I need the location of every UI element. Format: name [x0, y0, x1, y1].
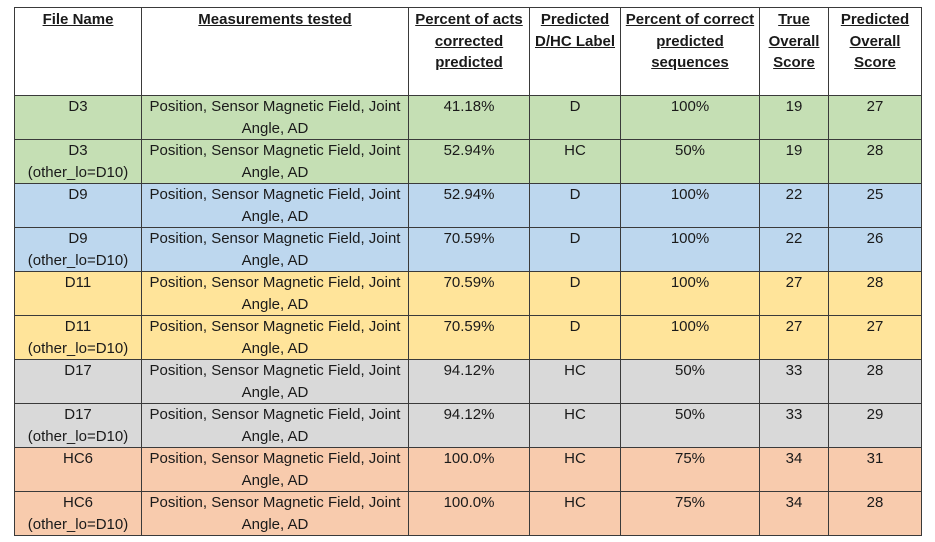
- cell-true-score: 22: [759, 183, 829, 228]
- cell-true-score: 27: [759, 271, 829, 316]
- cell-measurements: Position, Sensor Magnetic Field, Joint A…: [141, 447, 409, 492]
- cell-predicted-label: HC: [529, 403, 621, 448]
- table-row: D3 (other_lo=D10) Position, Sensor Magne…: [14, 139, 922, 184]
- cell-file-name: D17 (other_lo=D10): [14, 403, 142, 448]
- cell-predicted-label: D: [529, 183, 621, 228]
- cell-true-score: 33: [759, 359, 829, 404]
- cell-percent-acts: 70.59%: [408, 315, 530, 360]
- cell-percent-sequences: 75%: [620, 447, 760, 492]
- table-row: D17 (other_lo=D10) Position, Sensor Magn…: [14, 403, 922, 448]
- cell-percent-sequences: 50%: [620, 139, 760, 184]
- table-row: HC6 Position, Sensor Magnetic Field, Joi…: [14, 447, 922, 492]
- cell-measurements: Position, Sensor Magnetic Field, Joint A…: [141, 491, 409, 536]
- cell-predicted-score: 29: [828, 403, 922, 448]
- header-true-score: True Overall Score: [759, 7, 829, 96]
- table-row: D17 Position, Sensor Magnetic Field, Joi…: [14, 359, 922, 404]
- cell-predicted-label: D: [529, 315, 621, 360]
- table-row: D11 (other_lo=D10) Position, Sensor Magn…: [14, 315, 922, 360]
- cell-predicted-score: 28: [828, 359, 922, 404]
- table-row: D9 Position, Sensor Magnetic Field, Join…: [14, 183, 922, 228]
- cell-measurements: Position, Sensor Magnetic Field, Joint A…: [141, 359, 409, 404]
- cell-percent-sequences: 50%: [620, 359, 760, 404]
- cell-predicted-score: 27: [828, 315, 922, 360]
- cell-true-score: 34: [759, 491, 829, 536]
- cell-measurements: Position, Sensor Magnetic Field, Joint A…: [141, 315, 409, 360]
- table-row: HC6 (other_lo=D10) Position, Sensor Magn…: [14, 491, 922, 536]
- cell-predicted-score: 28: [828, 271, 922, 316]
- cell-predicted-label: HC: [529, 491, 621, 536]
- cell-predicted-label: D: [529, 271, 621, 316]
- cell-percent-sequences: 100%: [620, 271, 760, 316]
- header-row: File Name Measurements tested Percent of…: [14, 7, 922, 96]
- cell-percent-sequences: 50%: [620, 403, 760, 448]
- cell-percent-acts: 100.0%: [408, 447, 530, 492]
- cell-predicted-score: 28: [828, 139, 922, 184]
- cell-measurements: Position, Sensor Magnetic Field, Joint A…: [141, 271, 409, 316]
- results-table: File Name Measurements tested Percent of…: [14, 7, 922, 536]
- cell-percent-acts: 100.0%: [408, 491, 530, 536]
- cell-file-name: D17: [14, 359, 142, 404]
- cell-measurements: Position, Sensor Magnetic Field, Joint A…: [141, 403, 409, 448]
- table-row: D11 Position, Sensor Magnetic Field, Joi…: [14, 271, 922, 316]
- cell-file-name: D3: [14, 95, 142, 140]
- cell-percent-sequences: 100%: [620, 183, 760, 228]
- cell-predicted-label: HC: [529, 139, 621, 184]
- cell-file-name: D9 (other_lo=D10): [14, 227, 142, 272]
- cell-file-name: HC6: [14, 447, 142, 492]
- cell-file-name: D11: [14, 271, 142, 316]
- cell-percent-sequences: 100%: [620, 315, 760, 360]
- cell-true-score: 33: [759, 403, 829, 448]
- cell-predicted-score: 26: [828, 227, 922, 272]
- cell-predicted-label: D: [529, 227, 621, 272]
- cell-percent-sequences: 100%: [620, 227, 760, 272]
- cell-true-score: 19: [759, 95, 829, 140]
- cell-measurements: Position, Sensor Magnetic Field, Joint A…: [141, 183, 409, 228]
- header-percent-acts: Percent of acts corrected predicted: [408, 7, 530, 96]
- cell-predicted-score: 31: [828, 447, 922, 492]
- header-measurements-tested: Measurements tested: [141, 7, 409, 96]
- header-percent-sequences: Percent of correct predicted sequences: [620, 7, 760, 96]
- cell-true-score: 34: [759, 447, 829, 492]
- cell-file-name: D11 (other_lo=D10): [14, 315, 142, 360]
- cell-predicted-label: HC: [529, 447, 621, 492]
- cell-file-name: D9: [14, 183, 142, 228]
- header-file-name: File Name: [14, 7, 142, 96]
- cell-measurements: Position, Sensor Magnetic Field, Joint A…: [141, 227, 409, 272]
- cell-percent-acts: 94.12%: [408, 359, 530, 404]
- cell-true-score: 27: [759, 315, 829, 360]
- cell-percent-acts: 52.94%: [408, 183, 530, 228]
- cell-predicted-label: HC: [529, 359, 621, 404]
- cell-file-name: D3 (other_lo=D10): [14, 139, 142, 184]
- cell-percent-acts: 94.12%: [408, 403, 530, 448]
- cell-predicted-score: 25: [828, 183, 922, 228]
- cell-percent-acts: 70.59%: [408, 271, 530, 316]
- cell-predicted-score: 28: [828, 491, 922, 536]
- cell-predicted-score: 27: [828, 95, 922, 140]
- cell-true-score: 19: [759, 139, 829, 184]
- cell-percent-acts: 70.59%: [408, 227, 530, 272]
- table-row: D9 (other_lo=D10) Position, Sensor Magne…: [14, 227, 922, 272]
- header-predicted-score: Predicted Overall Score: [828, 7, 922, 96]
- cell-percent-sequences: 75%: [620, 491, 760, 536]
- header-predicted-label: Predicted D/HC Label: [529, 7, 621, 96]
- cell-true-score: 22: [759, 227, 829, 272]
- table-row: D3 Position, Sensor Magnetic Field, Join…: [14, 95, 922, 140]
- cell-percent-acts: 52.94%: [408, 139, 530, 184]
- cell-file-name: HC6 (other_lo=D10): [14, 491, 142, 536]
- cell-measurements: Position, Sensor Magnetic Field, Joint A…: [141, 95, 409, 140]
- cell-predicted-label: D: [529, 95, 621, 140]
- cell-measurements: Position, Sensor Magnetic Field, Joint A…: [141, 139, 409, 184]
- cell-percent-sequences: 100%: [620, 95, 760, 140]
- cell-percent-acts: 41.18%: [408, 95, 530, 140]
